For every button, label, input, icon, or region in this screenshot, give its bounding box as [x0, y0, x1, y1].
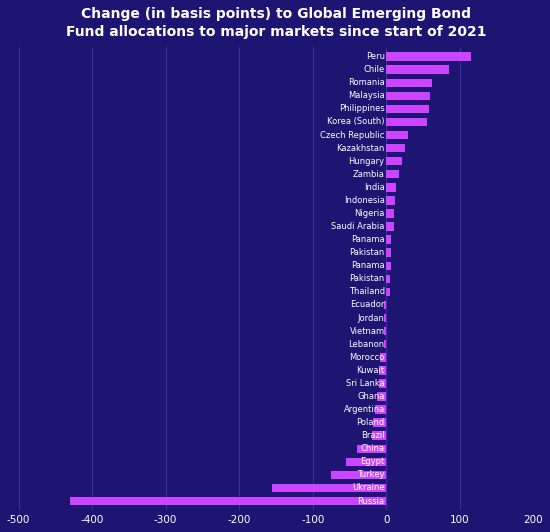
- Bar: [386, 222, 394, 231]
- Text: Turkey: Turkey: [358, 470, 385, 479]
- Text: Pakistan: Pakistan: [349, 248, 385, 257]
- Bar: [357, 445, 386, 453]
- Bar: [386, 275, 390, 283]
- Text: Morocco: Morocco: [349, 353, 385, 362]
- Bar: [386, 144, 405, 152]
- Bar: [386, 196, 395, 205]
- Bar: [386, 288, 390, 296]
- Bar: [386, 157, 403, 165]
- Text: Peru: Peru: [366, 52, 385, 61]
- Bar: [384, 327, 386, 335]
- Text: Pakistan: Pakistan: [349, 275, 385, 284]
- Bar: [386, 183, 396, 192]
- Text: Panama: Panama: [351, 235, 385, 244]
- Text: Ghana: Ghana: [358, 392, 385, 401]
- Bar: [331, 471, 386, 479]
- Text: Malaysia: Malaysia: [348, 92, 385, 101]
- Text: Sri Lanka: Sri Lanka: [346, 379, 385, 388]
- Bar: [384, 314, 386, 322]
- Bar: [386, 118, 427, 126]
- Bar: [386, 235, 392, 244]
- Bar: [375, 405, 386, 414]
- Text: Russia: Russia: [358, 496, 385, 505]
- Text: Egypt: Egypt: [360, 458, 385, 467]
- Text: Zambia: Zambia: [353, 170, 385, 179]
- Bar: [377, 392, 386, 401]
- Bar: [386, 170, 399, 179]
- Text: Chile: Chile: [364, 65, 385, 74]
- Text: Philippines: Philippines: [339, 104, 385, 113]
- Bar: [386, 131, 408, 139]
- Bar: [384, 301, 386, 309]
- Text: India: India: [364, 183, 385, 192]
- Bar: [272, 484, 386, 492]
- Text: Kazakhstan: Kazakhstan: [337, 144, 385, 153]
- Bar: [384, 340, 386, 348]
- Text: Romania: Romania: [348, 78, 385, 87]
- Bar: [371, 431, 386, 440]
- Text: Poland: Poland: [356, 418, 385, 427]
- Text: Korea (South): Korea (South): [327, 118, 385, 127]
- Bar: [386, 105, 429, 113]
- Bar: [386, 79, 432, 87]
- Text: China: China: [361, 444, 385, 453]
- Text: Indonesia: Indonesia: [344, 196, 385, 205]
- Bar: [379, 379, 386, 388]
- Bar: [346, 458, 386, 466]
- Bar: [386, 65, 449, 74]
- Text: Thailand: Thailand: [349, 287, 385, 296]
- Text: Ukraine: Ukraine: [352, 484, 385, 493]
- Text: Hungary: Hungary: [349, 157, 385, 165]
- Text: Czech Republic: Czech Republic: [320, 130, 385, 139]
- Bar: [386, 262, 390, 270]
- Text: Kuwait: Kuwait: [356, 366, 385, 375]
- Bar: [386, 209, 394, 218]
- Bar: [386, 92, 430, 100]
- Bar: [386, 248, 392, 257]
- Text: Panama: Panama: [351, 261, 385, 270]
- Bar: [386, 52, 471, 61]
- Text: Lebanon: Lebanon: [349, 340, 385, 348]
- Text: Nigeria: Nigeria: [354, 209, 385, 218]
- Text: Saudi Arabia: Saudi Arabia: [331, 222, 385, 231]
- Text: Jordan: Jordan: [358, 313, 385, 322]
- Bar: [379, 366, 386, 375]
- Text: Vietnam: Vietnam: [350, 327, 385, 336]
- Bar: [373, 418, 386, 427]
- Text: Argentina: Argentina: [344, 405, 385, 414]
- Text: Ecuador: Ecuador: [350, 301, 385, 310]
- Text: Brazil: Brazil: [361, 431, 385, 440]
- Bar: [70, 497, 386, 505]
- Title: Change (in basis points) to Global Emerging Bond
Fund allocations to major marke: Change (in basis points) to Global Emerg…: [65, 7, 486, 39]
- Bar: [379, 353, 386, 362]
